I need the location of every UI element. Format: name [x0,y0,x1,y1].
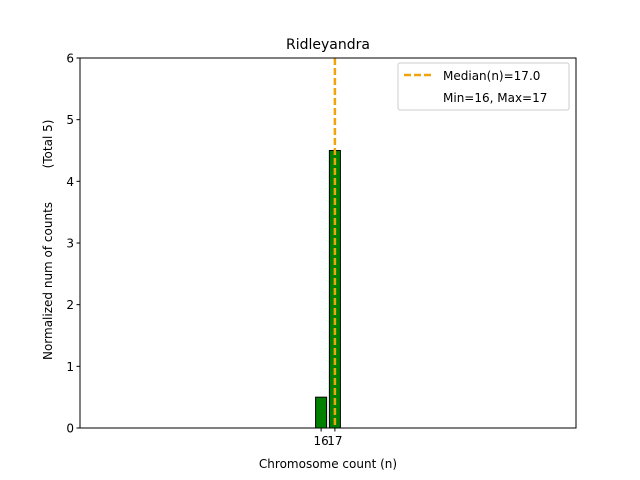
plot-frame [79,57,577,429]
y-axis-label: Normalized num of counts [41,202,55,360]
y-tick-label: 0 [66,422,74,436]
x-tick-label: 17 [327,434,342,448]
y-tick-label: 6 [66,52,74,66]
y-axis-label-group: Normalized num of counts (Total 5) [41,120,55,360]
y-tick-label: 5 [66,113,74,127]
x-tick-label: 16 [313,434,328,448]
y-axis-total-note: (Total 5) [41,120,55,169]
chart-title: Ridleyandra [286,37,370,53]
y-tick-label: 2 [66,298,74,312]
y-axis-ticks: 0 1 2 3 4 5 6 [66,52,80,436]
legend-entry-range: Min=16, Max=17 [443,91,547,105]
bar [315,396,328,429]
y-tick-label: 4 [66,175,74,189]
y-tick-label: 3 [66,237,74,251]
legend: Median(n)=17.0 Min=16, Max=17 [397,62,570,111]
legend-frame [397,62,570,111]
y-tick-label: 1 [66,360,74,374]
x-axis-label: Chromosome count (n) [259,457,397,471]
legend-entry-median: Median(n)=17.0 [443,69,540,83]
